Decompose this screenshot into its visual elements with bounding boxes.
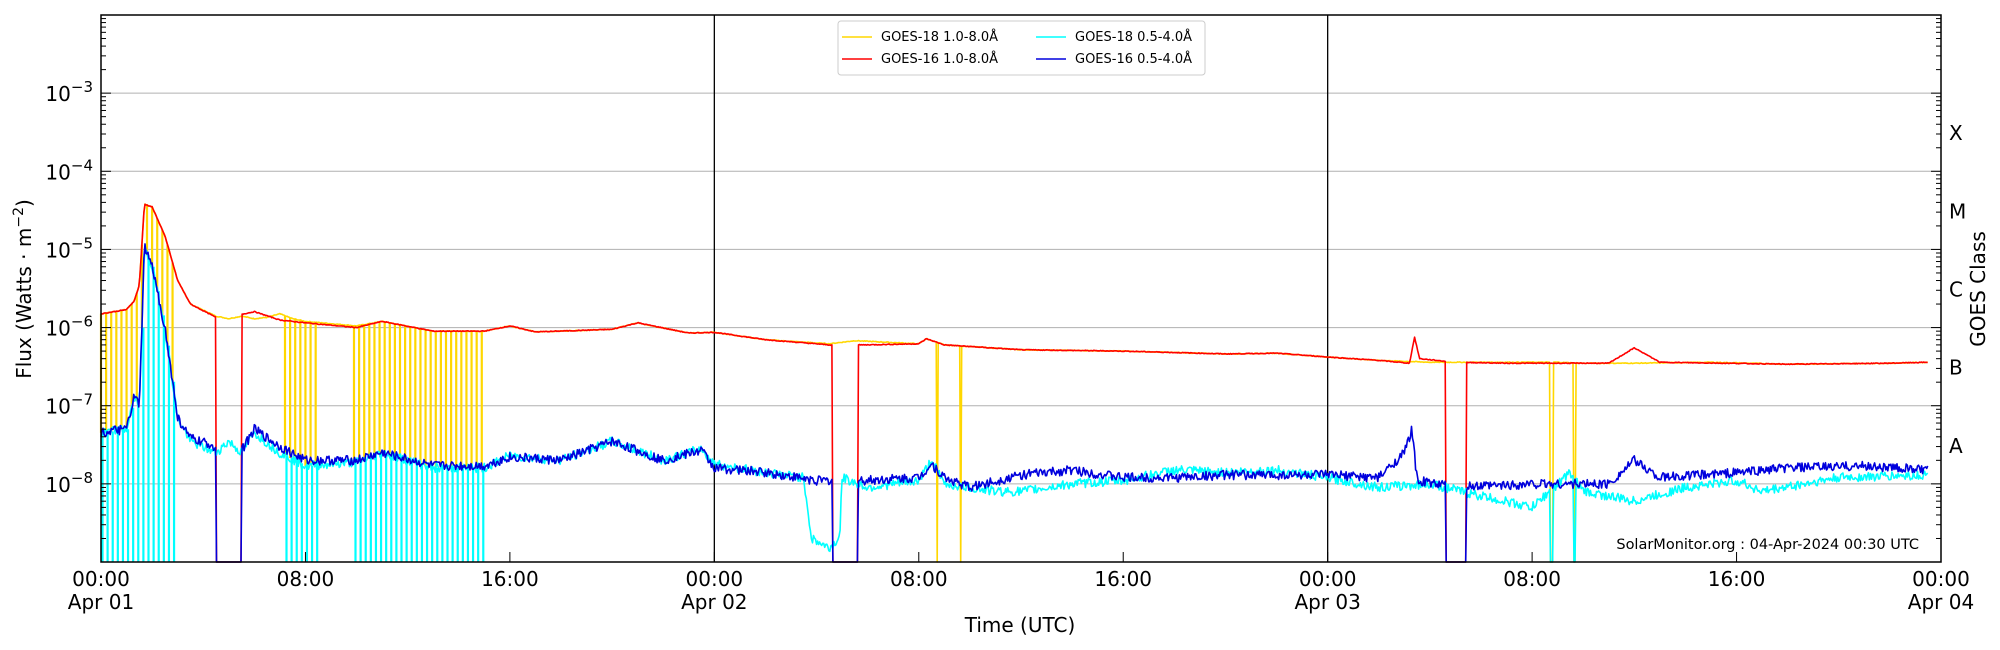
x-tick-time: 16:00 [481, 567, 539, 591]
y-tick-label: 10−5 [45, 234, 93, 262]
x-tick-time: 00:00 [1912, 567, 1970, 591]
series-line [101, 203, 1928, 563]
x-tick-date: Apr 01 [68, 590, 134, 614]
series-line [100, 243, 1929, 563]
goes-class-label: M [1949, 199, 1966, 223]
legend-label-goes18-short: GOES-18 0.5-4.0Å [1075, 29, 1192, 45]
x-axis-title: Time (UTC) [964, 613, 1076, 637]
y-tick-label: 10−7 [45, 391, 93, 419]
goes-class-label: B [1949, 356, 1963, 380]
y-axis-ticks: 10−3 10−4 10−5 10−6 10−7 10−8 [45, 14, 1941, 563]
legend-label-goes16-short: GOES-16 0.5-4.0Å [1075, 51, 1192, 67]
plot-frame [100, 14, 1942, 563]
series-line [100, 248, 1929, 563]
legend-label-goes18-long: GOES-18 1.0-8.0Å [881, 29, 998, 45]
legend-box [837, 20, 1206, 76]
striped-fills [99, 205, 485, 562]
x-tick-time: 00:00 [1299, 567, 1357, 591]
goes-class-label: X [1949, 121, 1963, 145]
credit-text: SolarMonitor.org : 04-Apr-2024 00:30 UTC [1616, 537, 1919, 553]
legend-label-goes16-long: GOES-16 1.0-8.0Å [881, 51, 998, 67]
goes-class-label: C [1949, 278, 1963, 302]
x-tick-date: Apr 02 [681, 590, 747, 614]
goes-class-label: A [1949, 434, 1963, 458]
x-tick-time: 16:00 [1094, 567, 1152, 591]
legend: GOES-18 1.0-8.0Å GOES-16 1.0-8.0Å GOES-1… [837, 20, 1206, 76]
right-axis-title: GOES Class [1966, 231, 1990, 347]
goes-class-labels: X M C B A [1949, 121, 1966, 458]
y-tick-label: 10−6 [45, 313, 93, 341]
x-tick-time: 00:00 [686, 567, 744, 591]
x-tick-time: 08:00 [277, 567, 335, 591]
gridlines [101, 92, 1941, 485]
x-tick-date: Apr 04 [1908, 590, 1974, 614]
x-tick-time: 00:00 [72, 567, 130, 591]
y-tick-label: 10−8 [45, 469, 93, 497]
x-tick-date: Apr 03 [1294, 590, 1360, 614]
y-axis-title: Flux (Watts · m−2) [11, 199, 36, 379]
y-tick-label: 10−3 [45, 78, 93, 106]
y-tick-label: 10−4 [45, 156, 93, 184]
x-tick-time: 08:00 [890, 567, 948, 591]
x-tick-time: 16:00 [1708, 567, 1766, 591]
series-lines [100, 203, 1929, 563]
x-tick-time: 08:00 [1503, 567, 1561, 591]
